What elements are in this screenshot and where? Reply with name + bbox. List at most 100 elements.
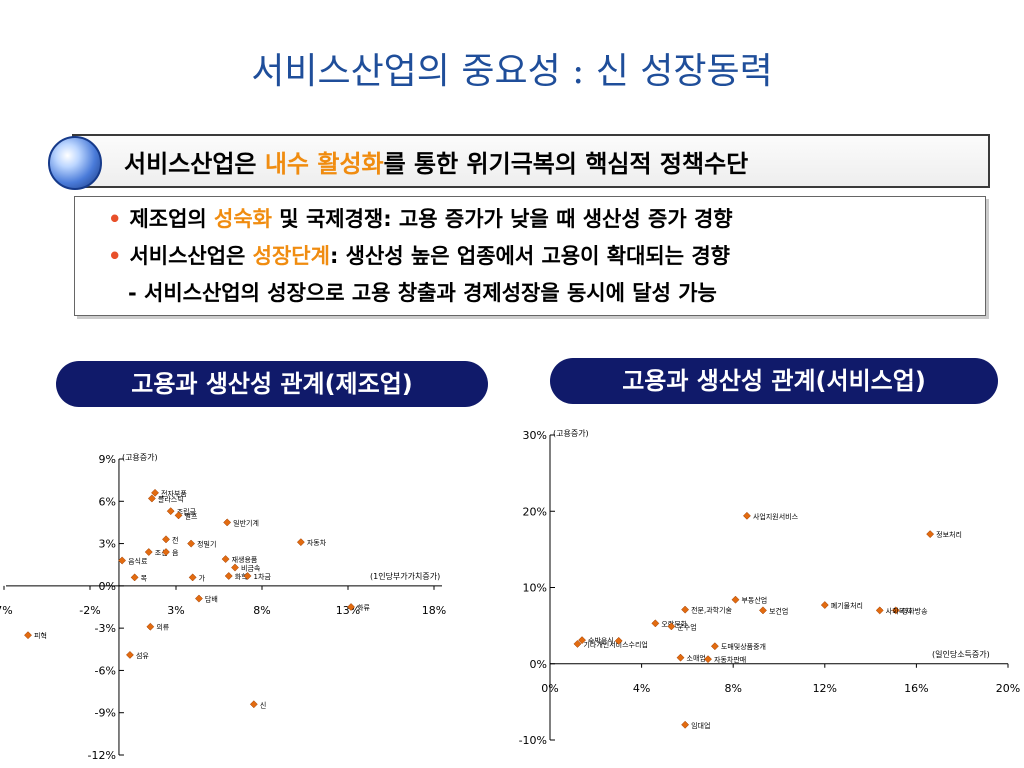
x-tick-label: -2% [79, 604, 100, 617]
bullet-text-end: 및 국제경쟁: 고용 증가가 낮을 때 생산성 증가 경향 [272, 207, 733, 231]
data-point [162, 548, 170, 556]
x-tick-label: 4% [633, 682, 650, 695]
data-label: 부동산업 [741, 596, 767, 605]
bullet-text: 제조업의 [129, 207, 215, 231]
data-label: 음식료 [128, 556, 148, 565]
x-tick-label: 7% [0, 604, 13, 617]
data-label: 오락문화 [661, 620, 687, 628]
y-tick-label: 0% [99, 580, 116, 593]
data-point [759, 606, 767, 615]
x-tick-label: 12% [813, 682, 837, 695]
data-label: 펄프 [185, 512, 198, 520]
data-point [118, 556, 127, 565]
data-label: 정밀기 [197, 540, 216, 549]
summary-headline: 서비스산업은 내수 활성화를 통한 위기극복의 핵심적 정책수단 [124, 144, 748, 179]
bullet-highlight: 성숙화 [214, 207, 272, 231]
data-point [174, 511, 183, 520]
bullet-manufacturing: • 제조업의 성숙화 및 국제경쟁: 고용 증가가 낮을 때 생산성 증가 경향 [108, 203, 733, 233]
data-label: 가 [199, 573, 206, 582]
data-point [146, 622, 155, 631]
data-point [891, 606, 900, 615]
bullet-text-end: : 생산성 높은 업종에서 고용이 확대되는 경향 [329, 244, 730, 268]
data-label: 운수업 [677, 623, 696, 631]
headline-text-end: 를 통한 위기극복의 핵심적 정책수단 [383, 150, 749, 178]
data-point [296, 538, 305, 547]
data-label: 전자부품 [161, 489, 187, 498]
data-label: 조립금 [177, 508, 197, 516]
x-axis-label: (1인당부가가치증가) [370, 571, 440, 581]
data-point [243, 572, 252, 580]
data-point [130, 573, 139, 582]
data-label: 목 [141, 574, 148, 582]
data-point [820, 601, 829, 609]
bullet-dot: • [108, 244, 122, 268]
y-tick-label: 6% [99, 495, 116, 508]
chart-title-services: 고용과 생산성 관계(서비스업) [550, 358, 998, 404]
summary-headline-bar [72, 134, 990, 188]
data-point [231, 563, 239, 572]
x-tick-label: 18% [422, 604, 446, 617]
data-label: 기타개인서비스수리업 [583, 640, 647, 649]
scatter-chart-services: 30% 20% 10% 0% -10% 0% 4% 8% 12% 16% 20% (고용증가) (일인당… [519, 429, 1021, 747]
data-point [144, 548, 153, 556]
headline-highlight: 내수 활성화 [264, 150, 384, 178]
data-label: 담배 [205, 595, 218, 604]
data-label: 섬유 [136, 651, 149, 660]
bullet-services: • 서비스산업은 성장단계: 생산성 높은 업종에서 고용이 확대되는 경향 [108, 240, 730, 270]
y-tick-label: 30% [523, 429, 547, 442]
y-tick-label: -10% [519, 734, 547, 747]
data-point [24, 631, 32, 640]
data-label: 조선 [155, 548, 168, 557]
data-label: 임대업 [691, 722, 710, 730]
bullet-highlight: 성장단계 [252, 244, 330, 268]
y-tick-label: 0% [530, 658, 547, 671]
data-point [125, 650, 134, 659]
scatter-chart-manufacturing: 9%6%3%0%-3%-6%-9%-12%7%-2%3%8%13%18%(고용증… [0, 453, 446, 762]
x-tick-label: 20% [996, 682, 1020, 695]
x-tick-label: 3% [167, 604, 184, 617]
y-tick-label: -3% [95, 622, 116, 635]
y-axis-label: (고용증가) [122, 453, 158, 462]
data-point [188, 573, 197, 582]
y-tick-label: 9% [99, 453, 116, 466]
data-point [667, 622, 676, 631]
y-tick-label: 20% [523, 505, 547, 518]
data-label: 자동차 [307, 538, 327, 547]
data-point [651, 619, 660, 628]
blue-orb-icon [48, 136, 102, 190]
bullet-text: 서비스산업은 [129, 244, 253, 268]
x-axis-label: (일인당소득증가) [932, 649, 990, 659]
data-label: 숙박음식 [588, 636, 614, 645]
data-label: 일반기계 [233, 518, 259, 527]
data-point [578, 636, 587, 645]
data-point [147, 494, 156, 503]
data-label: 전문,과학기술 [691, 606, 732, 615]
y-tick-label: -12% [88, 749, 116, 762]
data-point [249, 700, 258, 709]
data-point [347, 603, 356, 611]
data-label: 사업지원서비스 [753, 512, 799, 521]
data-point [166, 507, 175, 516]
data-label: 전 [172, 535, 178, 544]
data-label: 정보처리 [936, 530, 962, 539]
data-label: 의류 [156, 623, 169, 632]
data-point [573, 639, 582, 648]
data-label: 음 [172, 549, 179, 557]
sub-bullet: - 서비스산업의 성장으로 고용 창출과 경제성장을 동시에 달성 가능 [128, 281, 717, 305]
data-label: 비금속 [241, 564, 261, 573]
data-point [614, 636, 623, 645]
data-point [162, 535, 170, 544]
x-tick-label: 8% [724, 682, 741, 695]
data-label: 신 [260, 700, 266, 709]
data-point [681, 720, 690, 729]
x-tick-label: 16% [904, 682, 928, 695]
slide-title: 서비스산업의 중요성 : 신 성장동력 [251, 51, 773, 92]
data-label: 사회복지 [886, 606, 912, 615]
data-label: 보건업 [769, 606, 788, 615]
y-tick-label: -9% [95, 707, 116, 720]
data-label: 재생용품 [232, 555, 258, 564]
data-label: 피혁 [34, 631, 47, 640]
data-point [731, 595, 740, 604]
data-label: 화류 [357, 604, 370, 612]
data-point [710, 642, 719, 651]
